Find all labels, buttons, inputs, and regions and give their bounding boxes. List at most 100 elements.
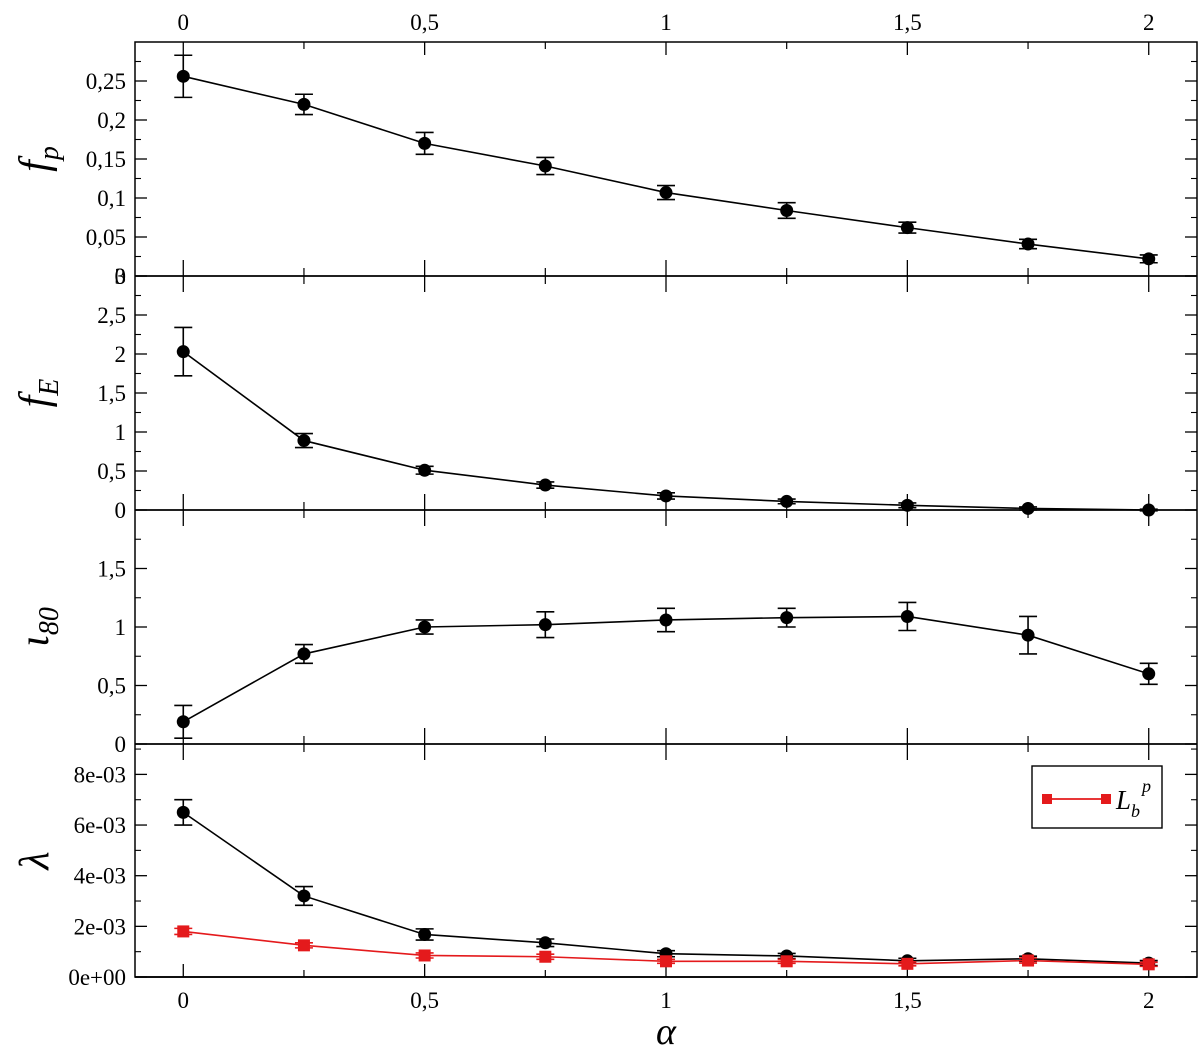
panel-4-y-tick-label: 2e-03 <box>74 914 126 939</box>
x-tick-label: 1,5 <box>893 988 922 1013</box>
square-marker <box>539 950 552 963</box>
panel-4-series-2-point <box>174 925 193 938</box>
panel-4-series-2-point <box>536 950 555 963</box>
circle-marker <box>297 97 311 111</box>
x-tick-label: 2 <box>1143 988 1155 1013</box>
panel-1-series-1-point <box>294 93 313 116</box>
panel-4-series-2-point <box>294 939 313 952</box>
square-marker <box>418 949 431 962</box>
circle-marker <box>176 805 190 819</box>
panel-2-series-1-line <box>182 351 1149 511</box>
panel-1-series-1-point <box>415 131 434 156</box>
top-x-tick-label: 1 <box>660 10 672 35</box>
panel-2-series-1-point <box>294 432 313 449</box>
panel-3-y-tick-label: 1,5 <box>97 557 126 582</box>
panel-3-series-1-point <box>415 619 434 635</box>
panel-2-series-1-point <box>174 326 193 377</box>
circle-marker <box>538 478 552 492</box>
panel-1-series-1-point <box>1139 252 1158 266</box>
panel-2-y-tick-label: 2 <box>115 342 127 367</box>
circle-marker <box>1021 628 1035 642</box>
circle-marker <box>1142 503 1156 517</box>
panel-4-y-tick-label: 0e+00 <box>68 965 126 990</box>
panel-2-y-tick-label: 0 <box>115 498 127 523</box>
panel-4-series-2-point <box>1139 958 1158 971</box>
circle-marker <box>659 613 673 627</box>
circle-marker <box>900 498 914 512</box>
legend-label-superscript: p <box>1140 776 1151 796</box>
circle-marker <box>418 620 432 634</box>
panel-3-series-1-point <box>1019 615 1038 655</box>
x-tick-label: 0,5 <box>410 988 439 1013</box>
legend-marker <box>1101 794 1111 804</box>
panel-2-series-1-point <box>1019 501 1038 515</box>
panel-2-series-1-point <box>898 498 917 512</box>
circle-marker <box>418 463 432 477</box>
circle-marker <box>780 203 794 217</box>
panel-3-series-1-point <box>898 601 917 632</box>
panel-4-series-1-point <box>174 798 193 826</box>
panel-2-series-1-point <box>657 489 675 503</box>
panel-2-series-1-point <box>536 478 555 492</box>
panel-3-y-tick-label: 0 <box>115 732 127 757</box>
panel-4-series-1-point <box>415 927 434 941</box>
panel-1-series-1-point <box>536 156 555 176</box>
panel-4-series-2-point <box>898 957 917 970</box>
x-tick-label: 0 <box>178 988 190 1013</box>
panel-4-y-axis-label: λ <box>12 851 58 871</box>
panel-3-series-1-point <box>174 704 193 739</box>
panel-1-series-1-point <box>1019 237 1038 251</box>
panel-3-y-axis-label: ι80 <box>12 607 65 647</box>
circle-marker <box>418 927 432 941</box>
circle-marker <box>176 345 190 359</box>
circle-marker <box>297 889 311 903</box>
circle-marker <box>659 186 673 200</box>
panel-1-series-1-line <box>183 75 1149 260</box>
panel-4-series-2-point <box>415 949 434 962</box>
panel-4-series-1-point <box>536 936 555 950</box>
panel-1-y-axis-label: fp <box>12 146 65 172</box>
circle-marker <box>1142 252 1156 266</box>
y-axis-label-symbol: ι <box>12 635 58 647</box>
square-marker <box>297 939 310 952</box>
circle-marker <box>900 221 914 235</box>
circle-marker <box>900 609 914 623</box>
y-axis-label-symbol: λ <box>12 851 58 871</box>
panel-4-series-1-line <box>182 811 1149 964</box>
panel-4-y-tick-label: 8e-03 <box>74 762 126 787</box>
panel-4-series-1-point <box>294 885 313 907</box>
circle-marker <box>538 159 552 173</box>
panel-1-y-tick-label: 0,15 <box>86 147 126 172</box>
panel-1-y-tick-label: 0 <box>115 264 127 289</box>
top-x-tick-label: 0 <box>178 10 190 35</box>
panel-1-series-1-point <box>777 201 796 220</box>
circle-marker <box>659 489 673 503</box>
circle-marker <box>297 647 311 661</box>
panel-4-series-2-point <box>1019 954 1038 967</box>
square-marker <box>901 957 914 970</box>
panel-2-y-tick-label: 0,5 <box>97 459 126 484</box>
x-tick-label: 1 <box>660 988 672 1013</box>
legend-label: Lbp <box>1115 776 1151 821</box>
panel-2-y-tick-label: 1 <box>115 420 127 445</box>
circle-marker <box>297 434 311 448</box>
panel-2-y-tick-label: 1,5 <box>97 381 126 406</box>
panel-1-y-tick-label: 0,05 <box>86 225 126 250</box>
panel-3-series-1-point <box>294 643 313 665</box>
circle-marker <box>780 494 794 508</box>
legend-box <box>1031 765 1163 829</box>
square-marker <box>1142 958 1155 971</box>
panel-1-series-1-point <box>657 184 675 201</box>
circle-marker <box>780 611 794 625</box>
panel-4-y-tick-label: 6e-03 <box>74 813 126 838</box>
panel-4-y-tick-label: 4e-03 <box>74 864 126 889</box>
x-axis-label: α <box>656 1011 677 1052</box>
square-marker <box>1022 954 1035 967</box>
square-marker <box>660 955 672 968</box>
legend-marker <box>1042 794 1052 804</box>
top-x-tick-label: 0,5 <box>410 10 439 35</box>
y-axis-label-subscript: 80 <box>34 607 65 635</box>
circle-marker <box>1021 237 1035 251</box>
circle-marker <box>1142 667 1156 681</box>
